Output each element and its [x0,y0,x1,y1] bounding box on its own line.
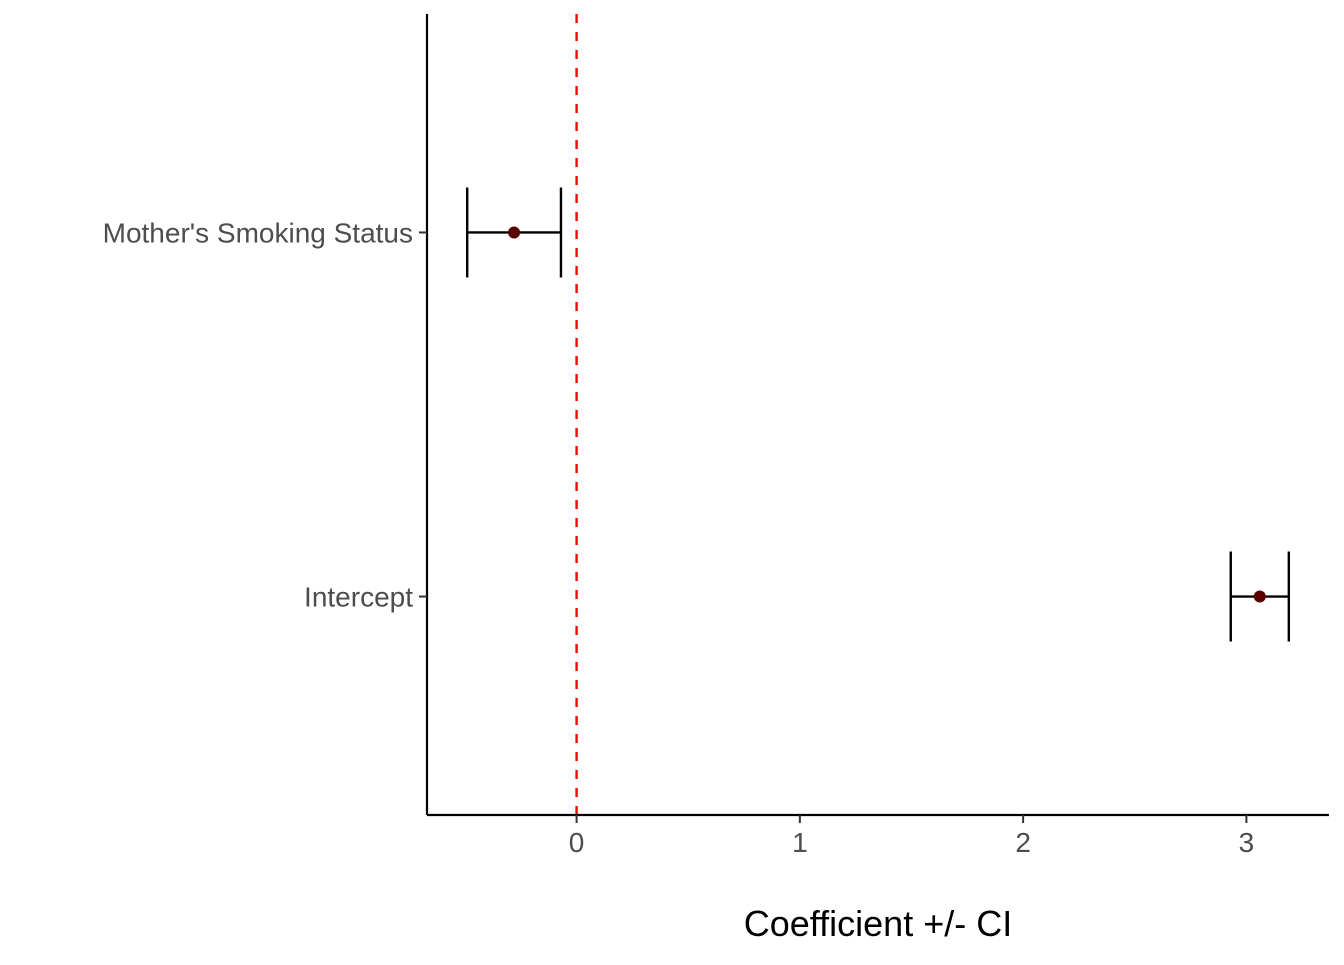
x-axis-title: Coefficient +/- CI [744,903,1012,944]
x-tick-label: 1 [792,827,808,858]
axes-layer [425,14,1329,817]
errorbar-layer [465,187,1291,642]
estimate-point [1253,590,1266,603]
y-tick-label: Mother's Smoking Status [103,217,413,248]
point-layer [508,226,1266,603]
x-tick-label: 2 [1015,827,1031,858]
y-ticks-layer: Mother's Smoking Status Intercept [103,217,427,613]
y-tick-label: Intercept [304,582,413,613]
estimate-point [508,226,521,239]
x-tick-label: 3 [1239,827,1255,858]
x-tick-label: 0 [569,827,585,858]
x-ticks-layer: 0 1 2 3 [569,815,1254,858]
